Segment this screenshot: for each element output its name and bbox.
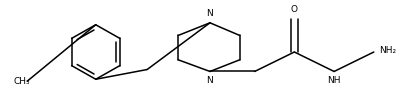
Text: O: O [291,5,298,14]
Text: CH₃: CH₃ [13,77,30,86]
Text: NH₂: NH₂ [379,46,396,55]
Text: N: N [206,76,213,85]
Text: N: N [206,9,213,18]
Text: NH: NH [327,76,341,85]
